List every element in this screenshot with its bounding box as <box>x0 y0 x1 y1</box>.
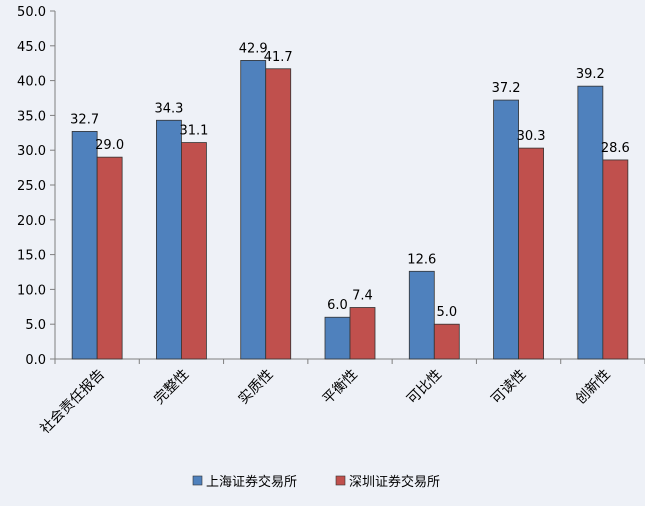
y-tick-label: 10.0 <box>17 283 46 298</box>
axes: 0.0 5.0 10.0 15.0 20.0 25.0 30.0 35.0 40.0 45.0 50… <box>17 5 645 368</box>
data-labels: 32.7 29.0 34.3 31.1 42.941.7 6.0 7.4 12.6 5.0 37.… <box>70 41 630 320</box>
data-label: 32.7 <box>70 112 99 127</box>
y-tick-label: 5.0 <box>25 318 46 333</box>
bars <box>71 60 629 360</box>
category-label: 完整性 <box>151 367 192 408</box>
y-tick-label: 30.0 <box>17 144 46 159</box>
category-labels: 社会责任报告 完整性 实质性 平衡性 可比性 可读性 创新性 <box>37 366 613 437</box>
y-tick-label: 20.0 <box>17 214 46 229</box>
data-label: 6.0 <box>327 298 348 313</box>
data-label: 34.3 <box>154 101 183 116</box>
bar <box>602 159 629 360</box>
data-label: 12.6 <box>407 252 436 267</box>
category-label: 创新性 <box>573 367 614 408</box>
data-label: 42.9 <box>239 41 268 56</box>
data-label: 41.7 <box>264 50 293 65</box>
legend: 上海证券交易所 深圳证券交易所 <box>192 474 440 490</box>
legend-label: 深圳证券交易所 <box>349 474 440 490</box>
bar <box>96 156 123 360</box>
bar <box>156 119 182 360</box>
bar <box>493 99 519 360</box>
data-label: 31.1 <box>179 124 208 139</box>
category-label: 平衡性 <box>320 367 361 408</box>
category-label: 社会责任报告 <box>37 367 108 438</box>
y-tick-label: 15.0 <box>17 249 46 264</box>
bar <box>577 85 604 360</box>
y-tick-label: 35.0 <box>17 109 46 124</box>
bar <box>181 142 207 360</box>
data-label: 29.0 <box>95 138 124 153</box>
data-label: 30.3 <box>517 129 546 144</box>
data-label: 5.0 <box>436 305 457 320</box>
bar <box>324 316 351 360</box>
bar <box>240 60 267 360</box>
legend-label: 上海证券交易所 <box>206 474 297 490</box>
y-tick-label: 25.0 <box>17 179 46 194</box>
category-label: 可比性 <box>404 367 445 408</box>
bar <box>349 307 376 360</box>
bar <box>408 270 435 360</box>
data-label: 39.2 <box>576 67 605 82</box>
y-tick-label: 0.0 <box>25 353 46 368</box>
bar <box>518 147 544 360</box>
legend-swatch <box>192 475 203 486</box>
y-tick-label: 50.0 <box>17 5 46 20</box>
y-tick-label: 40.0 <box>17 75 46 90</box>
bar <box>71 131 98 360</box>
data-label: 37.2 <box>492 81 521 96</box>
y-tick-label: 45.0 <box>17 40 46 55</box>
bar <box>265 68 292 360</box>
data-label: 28.6 <box>601 141 630 156</box>
category-label: 实质性 <box>236 367 277 408</box>
legend-swatch <box>335 475 346 486</box>
data-label: 7.4 <box>352 288 373 303</box>
category-label: 可读性 <box>488 366 530 408</box>
bar <box>433 323 460 360</box>
